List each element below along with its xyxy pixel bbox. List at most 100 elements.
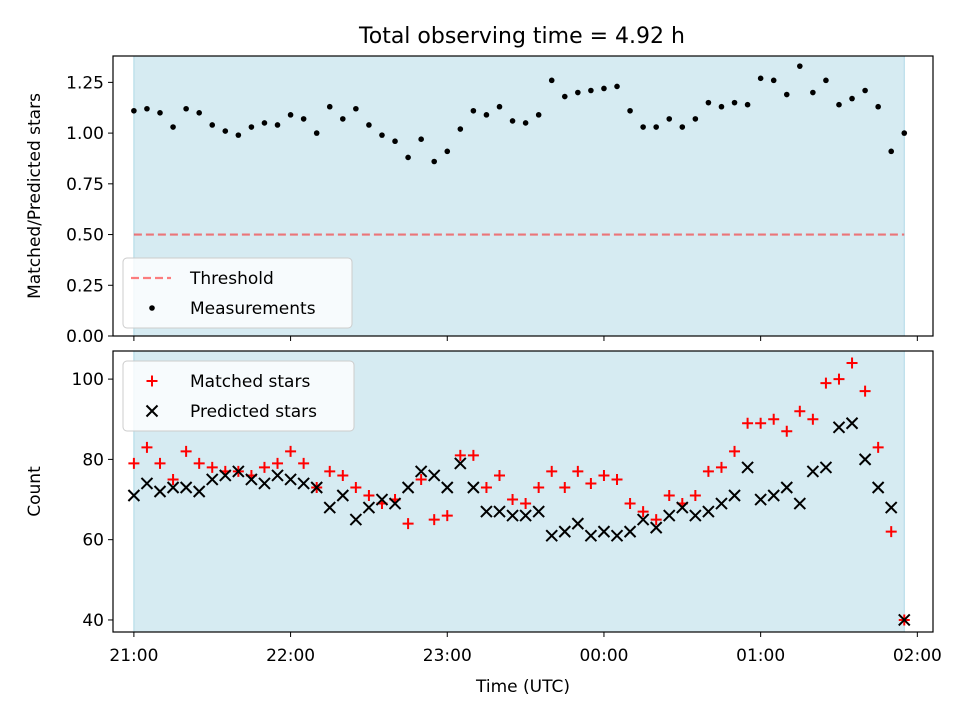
measurement-point <box>653 124 659 130</box>
measurement-point <box>431 158 438 165</box>
measurement-point <box>836 101 842 108</box>
predicted-stars-point <box>780 481 793 494</box>
predicted-stars-point <box>819 461 833 474</box>
y-tick-label: 80 <box>82 450 104 470</box>
measurement-point <box>274 122 281 128</box>
matched-stars-point <box>546 465 558 477</box>
matched-stars-point <box>755 417 767 429</box>
measurement-point <box>496 103 503 110</box>
measurement-point <box>888 148 895 155</box>
x-tick-label: 01:00 <box>736 646 785 666</box>
predicted-stars-point <box>467 481 480 494</box>
measurement-point <box>261 120 268 126</box>
matched-stars-point <box>298 457 310 469</box>
y-tick-label: 40 <box>82 611 104 631</box>
predicted-stars-point <box>689 509 702 522</box>
measurement-point <box>692 116 699 122</box>
matched-stars-point <box>258 461 270 473</box>
legend-box <box>122 257 353 329</box>
measurement-point <box>483 112 490 118</box>
matched-stars-point <box>402 518 414 530</box>
predicted-stars-point <box>284 473 297 486</box>
matched-stars-point <box>859 385 871 397</box>
measurement-point <box>575 89 581 96</box>
measurement-point <box>144 105 150 112</box>
measurement-point <box>287 112 294 118</box>
matched-stars-point <box>663 490 675 502</box>
matched-stars-point <box>128 457 140 469</box>
measurement-point <box>757 75 764 82</box>
predicted-stars-point <box>610 529 624 542</box>
predicted-stars-point <box>140 477 154 490</box>
matched-stars-point <box>637 506 649 518</box>
measurement-point <box>731 99 738 106</box>
predicted-stars-point <box>545 529 558 542</box>
predicted-stars-point <box>558 525 571 538</box>
predicted-stars-point <box>219 469 232 482</box>
matched-stars-point <box>363 490 375 502</box>
predicted-stars-point <box>845 417 859 430</box>
matched-stars-point <box>141 441 153 453</box>
matched-stars-point <box>559 481 571 493</box>
x-tick-label: 02:00 <box>893 646 942 666</box>
y-axis-label: Count <box>25 466 45 517</box>
measurement-point <box>744 101 751 108</box>
legend-label: Measurements <box>190 299 316 319</box>
matched-stars-point <box>768 413 780 425</box>
matched-stars-point <box>702 465 714 477</box>
predicted-stars-point <box>493 505 506 518</box>
x-tick-label: 21:00 <box>109 646 158 666</box>
legend-box <box>122 360 355 432</box>
measurement-point <box>131 107 137 114</box>
predicted-stars-point <box>806 465 820 478</box>
predicted-stars-point <box>428 469 441 482</box>
predicted-stars-point <box>271 469 284 482</box>
predicted-stars-point <box>153 485 167 498</box>
x-axis-label: Time (UTC) <box>475 677 570 697</box>
measurement-point <box>849 95 855 102</box>
measurement-point <box>222 128 229 134</box>
y-tick-label: 100 <box>72 370 104 390</box>
predicted-stars-point <box>767 489 780 502</box>
matched-stars-point <box>350 481 362 493</box>
predicted-stars-point <box>258 477 271 490</box>
matched-stars-point <box>846 357 858 369</box>
matched-stars-point <box>872 441 884 453</box>
predicted-stars-point <box>571 517 585 530</box>
predicted-stars-point <box>676 501 689 514</box>
measurement-point <box>196 110 202 116</box>
measurement-point <box>457 126 464 132</box>
y-axis-label: Matched/Predicted stars <box>25 93 45 299</box>
measurement-point <box>640 124 646 130</box>
measurement-point <box>392 138 398 145</box>
measurement-point <box>901 130 908 136</box>
matched-stars-point <box>689 490 701 502</box>
measurement-point <box>353 105 359 112</box>
measurement-point <box>300 116 307 122</box>
matched-stars-point <box>729 445 741 457</box>
x-tick-label: 22:00 <box>266 646 315 666</box>
y-tick-label: 60 <box>82 531 104 551</box>
measurement-point <box>470 107 477 114</box>
matched-stars-point <box>285 445 297 457</box>
measurement-point <box>183 105 189 112</box>
measurement-point <box>157 110 163 116</box>
matched-stars-point <box>833 373 845 385</box>
predicted-stars-point <box>623 525 637 538</box>
matched-stars-point <box>154 457 166 469</box>
legend-matched-swatch <box>146 375 158 387</box>
matched-stars-point <box>467 449 479 461</box>
y-tick-label: 0.00 <box>66 327 104 347</box>
measurement-point <box>170 124 176 130</box>
predicted-stars-point <box>310 481 323 494</box>
measurement-point <box>313 130 320 136</box>
matched-stars-point <box>572 465 584 477</box>
measurement-point <box>823 77 829 84</box>
matched-stars-point <box>585 477 597 489</box>
predicted-stars-point <box>506 509 519 522</box>
measurement-point <box>522 120 529 126</box>
x-tick-label: 00:00 <box>579 646 628 666</box>
measurement-point <box>770 77 777 84</box>
legend: Threshold Measurements <box>122 257 353 329</box>
